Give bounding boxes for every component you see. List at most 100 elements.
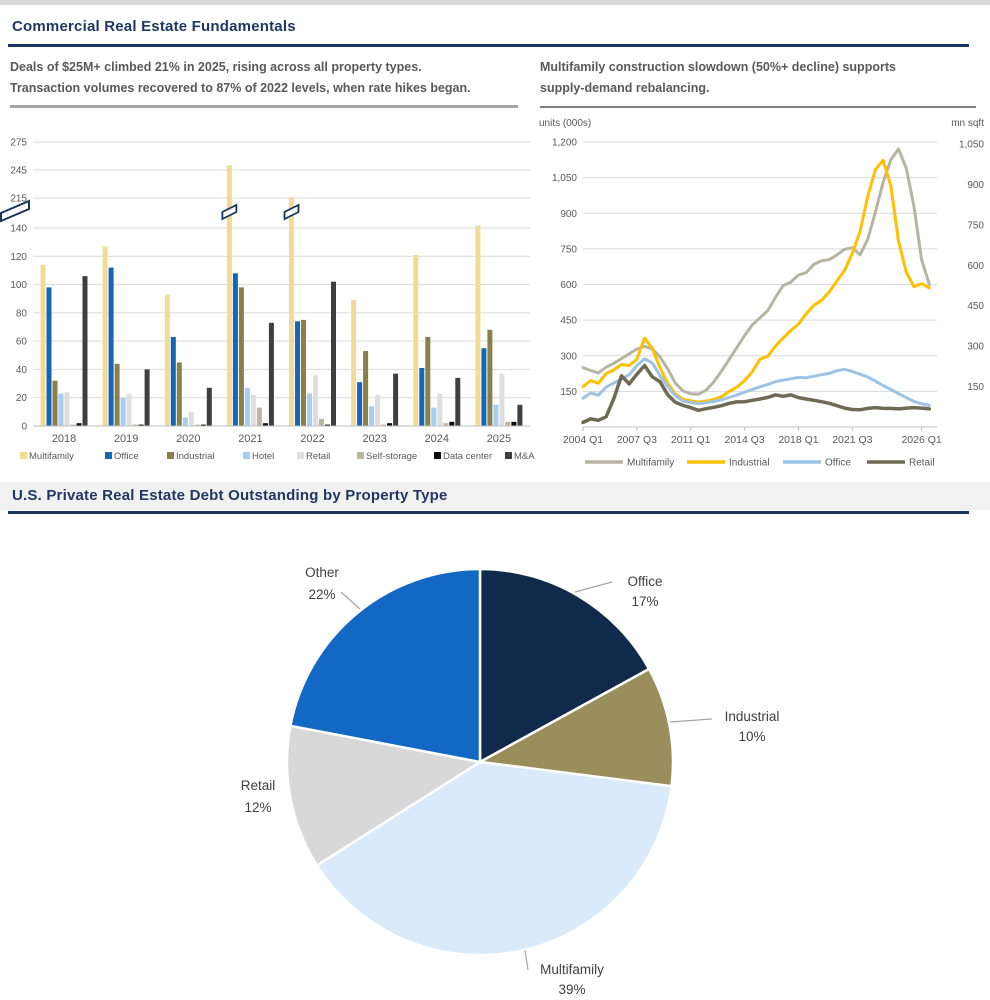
bar-Hotel-2023 — [369, 406, 375, 426]
line-series-Multifamily — [581, 147, 931, 396]
x-axis-year-label: 2020 — [176, 433, 200, 445]
bar-Self-storage-2024 — [443, 423, 449, 426]
bar-M&A-2023 — [393, 373, 399, 426]
bar-Industrial-2022 — [301, 319, 306, 426]
bar-group-2018 — [40, 264, 88, 426]
legend-swatch-Data center — [434, 452, 441, 459]
pie-pct-Retail: 12% — [244, 800, 271, 815]
pie-leader-Other — [340, 591, 361, 610]
bar-Hotel-2025 — [493, 404, 499, 426]
bar-Hotel-2024 — [431, 407, 437, 426]
y-axis-tick-label: 20 — [16, 393, 28, 404]
left-axis-tick-label: 300 — [560, 351, 577, 362]
bar-Industrial-2023 — [363, 351, 369, 426]
bar-M&A-2018 — [82, 276, 88, 426]
y-axis-tick-label: 60 — [16, 337, 28, 348]
pie-label-Other: Other — [305, 565, 339, 580]
legend-label-Industrial: Industrial — [176, 451, 215, 462]
bar-M&A-2021 — [268, 322, 274, 426]
y-axis-tick-label: 120 — [10, 252, 27, 263]
line-series-Office — [581, 357, 931, 407]
bar-Retail-2021 — [250, 394, 256, 426]
lede-right-line1: Multifamily construction slowdown (50%+ … — [540, 60, 896, 74]
right-axis-tick-label: 150 — [967, 382, 984, 393]
lede-row: Deals of $25M+ climbed 21% in 2025, risi… — [0, 57, 990, 108]
line-series-Industrial — [581, 158, 931, 404]
bar-Office-2024 — [419, 368, 425, 426]
bar-Office-2018 — [46, 287, 52, 426]
bar-break-marker — [221, 203, 238, 221]
bar-Self-storage-2025 — [505, 421, 511, 426]
bar-Retail-2018 — [64, 392, 70, 426]
right-axis-tick-label: 600 — [967, 261, 984, 272]
right-axis-tick-label: 450 — [967, 301, 984, 312]
bar-Hotel-2021 — [244, 387, 250, 426]
bar-Self-storage-2019 — [132, 424, 138, 426]
bar-Hotel-2019 — [120, 397, 126, 426]
bar-Industrial-2025 — [487, 329, 493, 426]
bar-Office-2025 — [481, 348, 487, 426]
legend-label-Hotel: Hotel — [252, 451, 274, 462]
bar-Industrial-2024 — [425, 336, 431, 426]
bar-Retail-2020 — [188, 411, 194, 426]
pie-slice-Industrial — [478, 667, 675, 788]
pie-label-Industrial: Industrial — [725, 709, 780, 724]
legend-label-Retail: Retail — [306, 451, 330, 462]
bar-Industrial-2021 — [238, 287, 244, 426]
pie-label-Office: Office — [627, 574, 662, 589]
pie-leader-Multifamily — [524, 949, 529, 971]
bar-group-2022 — [289, 197, 336, 426]
bar-group-2024 — [413, 254, 461, 426]
legend-label-Self-storage: Self-storage — [366, 451, 417, 462]
bar-Retail-2022 — [313, 375, 318, 426]
bar-Multifamily-2021 — [226, 165, 232, 427]
x-axis-year-label: 2025 — [487, 433, 511, 445]
x-axis-tick-label: 2011 Q1 — [671, 434, 711, 446]
left-axis-tick-label: 900 — [560, 209, 577, 220]
bar-Office-2023 — [357, 382, 363, 426]
bar-group-2025 — [475, 225, 523, 426]
right-axis-tick-label: 1,050 — [959, 140, 984, 151]
left-axis-tick-label: 1,050 — [552, 173, 577, 184]
left-axis-title: units (000s) — [539, 118, 591, 129]
legend-label-Retail: Retail — [909, 458, 935, 469]
section-title: Commercial Real Estate Fundamentals — [12, 18, 296, 35]
x-axis-tick-label: 2007 Q3 — [617, 434, 657, 446]
debt-by-property-pie-chart: Office 17% Industrial 10% Multifamily 39% Reta… — [241, 565, 780, 997]
bar-Self-storage-2021 — [256, 407, 262, 426]
bar-Multifamily-2020 — [164, 294, 170, 426]
pie-leader-Industrial — [669, 718, 713, 723]
legend-label-Industrial: Industrial — [729, 458, 770, 469]
bar-Multifamily-2025 — [475, 225, 481, 426]
x-axis-tick-label: 2004 Q1 — [563, 434, 603, 446]
section-header-debt: U.S. Private Real Estate Debt Outstandin… — [0, 482, 990, 514]
y-axis-tick-label: 245 — [10, 166, 27, 177]
y-axis-tick-label: 80 — [16, 308, 28, 319]
bar-group-2023 — [351, 300, 399, 426]
bar-Data center-2024 — [449, 421, 455, 426]
charts-row: 0 20 40 60 80 100 120 140 215 245 275 2018 2019 2020 2… — [0, 112, 990, 472]
bar-group-2019 — [102, 246, 150, 426]
y-axis-tick-label: 100 — [10, 280, 27, 291]
right-axis-tick-label: 300 — [967, 342, 984, 353]
section-title: U.S. Private Real Estate Debt Outstandin… — [12, 487, 448, 504]
bar-group-2020 — [164, 294, 212, 426]
bar-Retail-2024 — [437, 393, 443, 426]
x-axis-tick-label: 2014 Q3 — [724, 434, 764, 446]
bar-Data center-2022 — [325, 424, 330, 426]
lede-left: Deals of $25M+ climbed 21% in 2025, risi… — [10, 57, 518, 108]
left-axis-tick-label: 450 — [560, 316, 577, 327]
legend-swatch-Industrial — [167, 452, 174, 459]
bar-Data center-2023 — [387, 423, 393, 426]
legend-label-Multifamily: Multifamily — [627, 458, 674, 469]
bar-Retail-2025 — [499, 373, 505, 426]
pie-slice-Office — [478, 567, 651, 764]
bar-Data center-2020 — [200, 424, 206, 426]
right-axis-tick-label: 900 — [967, 180, 984, 191]
x-axis-tick-label: 2026 Q1 — [901, 434, 941, 446]
lede-right: Multifamily construction slowdown (50%+ … — [540, 57, 976, 108]
legend-label-M&A: M&A — [514, 451, 535, 462]
bar-Office-2021 — [232, 273, 238, 426]
pie-section: Office 17% Industrial 10% Multifamily 39% Reta… — [0, 540, 990, 1000]
bar-Self-storage-2020 — [194, 424, 200, 426]
